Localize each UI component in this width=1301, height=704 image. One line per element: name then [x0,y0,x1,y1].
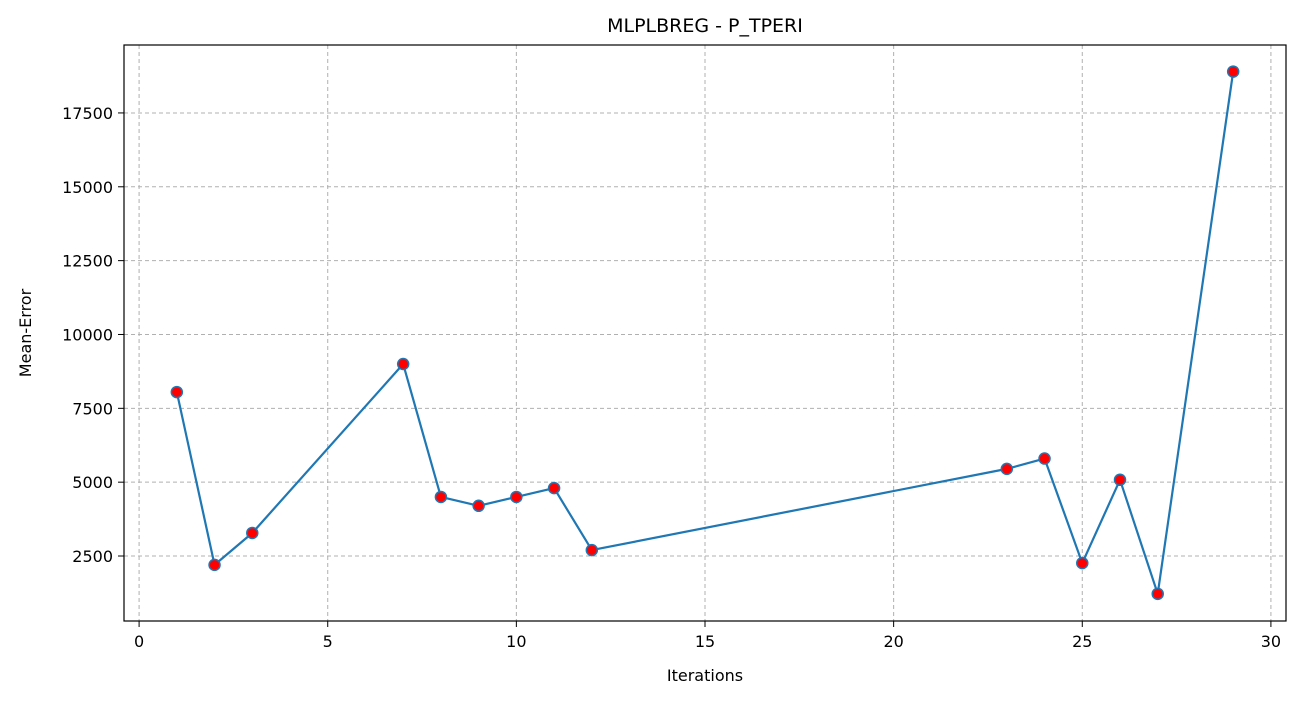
x-tick-label: 25 [1072,632,1092,651]
data-point [396,357,410,371]
y-tick-label: 2500 [72,547,113,566]
data-point [585,543,599,557]
y-axis: 2500 5000 7500 10000 12500 15000 17500 [62,104,124,566]
data-point [208,558,221,572]
data-point [1151,587,1164,601]
y-tick-label: 12500 [62,252,113,271]
data-point [1000,462,1014,476]
y-tick-label: 17500 [62,104,113,123]
y-axis-title: Mean-Error [16,288,35,377]
chart-title: MLPLBREG - P_TPERI [607,15,803,37]
y-tick-label: 7500 [72,399,113,418]
data-point [510,490,523,504]
series-layer [170,65,1240,601]
data-point [1038,452,1051,465]
y-tick-label: 15000 [62,178,113,197]
grid [124,45,1286,621]
data-point [434,490,448,504]
data-point [246,526,259,540]
y-tick-label: 5000 [72,473,113,492]
x-tick-label: 5 [323,632,333,651]
data-point [1226,65,1240,78]
x-axis: 0 5 10 15 20 25 30 [134,621,1281,651]
data-point [1113,473,1127,487]
data-point [1076,556,1089,570]
data-point [170,385,184,399]
x-tick-label: 0 [134,632,144,651]
y-tick-label: 10000 [62,325,113,344]
data-point [472,499,485,513]
data-point [547,481,561,495]
x-tick-label: 10 [506,632,526,651]
x-tick-label: 20 [883,632,903,651]
x-tick-label: 30 [1261,632,1281,651]
x-tick-label: 15 [695,632,715,651]
x-axis-title: Iterations [667,666,743,685]
